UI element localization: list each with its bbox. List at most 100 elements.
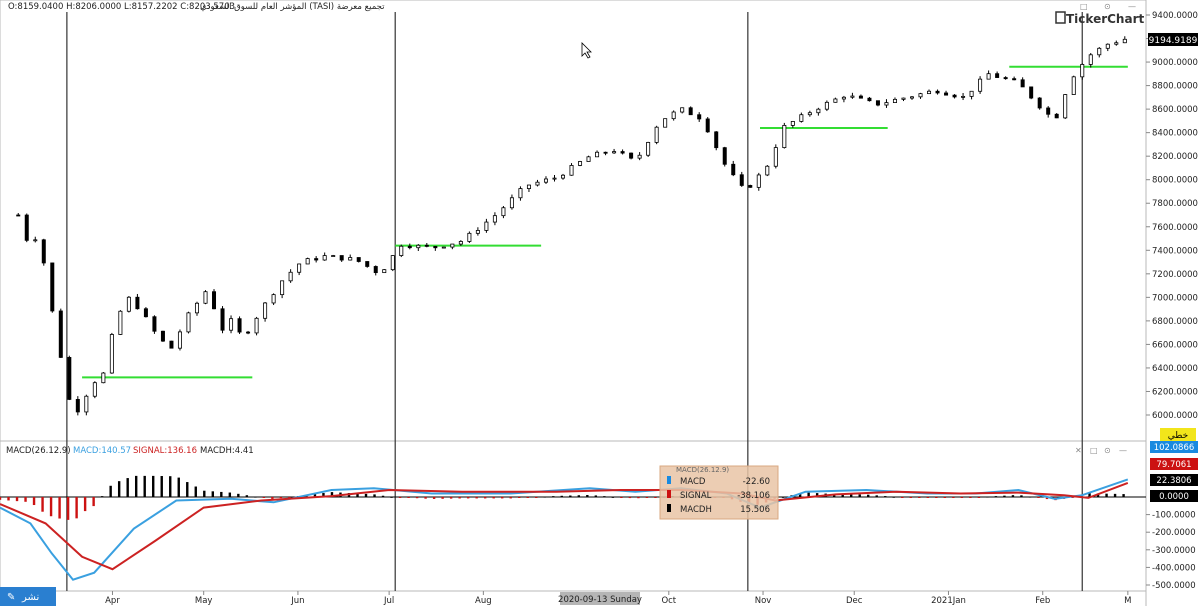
candle-body: [356, 257, 361, 262]
candle-body: [1046, 107, 1051, 115]
price-panel[interactable]: [0, 0, 1147, 442]
candle-body: [288, 271, 293, 282]
candle-body: [339, 255, 344, 261]
x-tick-label: Aug: [475, 596, 492, 606]
candle-body: [246, 331, 251, 334]
x-tick-label: Feb: [1035, 596, 1050, 606]
macd-histogram-bar: [492, 497, 495, 499]
minimize-icon[interactable]: —: [1128, 2, 1136, 11]
macd-histogram-bar: [850, 494, 853, 497]
macd-histogram-bar: [1071, 497, 1074, 498]
candle-body: [790, 121, 795, 126]
linear-scale-badge[interactable]: [1160, 428, 1196, 441]
candle-body: [858, 95, 863, 99]
macd-histogram-bar: [1028, 496, 1032, 498]
macd-histogram-bar: [373, 494, 376, 497]
candle-body: [654, 126, 659, 143]
x-tick-label: 2021Jan: [931, 596, 966, 606]
candle-body: [978, 78, 983, 92]
macd-histogram-bar: [918, 497, 921, 498]
macd-histogram-bar: [926, 497, 930, 498]
macd-histogram-bar: [1011, 495, 1015, 497]
macd-histogram-bar: [432, 497, 436, 499]
macd-histogram-bar: [211, 491, 214, 497]
candle-body: [722, 147, 727, 165]
candle-body: [543, 178, 548, 183]
x-tick-label: Nov: [755, 596, 772, 606]
share-button-bg[interactable]: [0, 587, 56, 606]
macd-histogram-bar: [569, 495, 572, 497]
candle-body: [850, 95, 855, 98]
price-tick-label: 7600.0000: [1152, 223, 1198, 233]
macd-histogram-bar: [117, 481, 121, 497]
candle-body: [1020, 79, 1025, 88]
macd-histogram-bar: [901, 497, 904, 498]
macd-histogram-bar: [279, 497, 283, 499]
tooltip-macdh-label: MACDH: [680, 505, 712, 515]
macd-histogram-bar: [152, 475, 155, 497]
macd-histogram-bar: [543, 496, 546, 498]
maximize-icon[interactable]: □: [1080, 2, 1088, 11]
candle-body: [1097, 47, 1102, 56]
price-tick-label: 6400.0000: [1152, 364, 1198, 374]
macd-histogram-bar: [0, 497, 2, 500]
macd-histogram-bar: [194, 486, 197, 497]
brand-icon: [1055, 11, 1066, 24]
macd-histogram-bar: [83, 497, 87, 512]
candle-body: [348, 257, 353, 261]
macd-histogram-bar: [535, 497, 538, 498]
macd-histogram-bar: [645, 497, 649, 498]
candle-body: [305, 258, 310, 265]
candle-body: [995, 73, 1000, 78]
candle-body: [535, 181, 540, 186]
macd-histogram-bar: [483, 497, 487, 499]
macd-histogram-bar: [867, 494, 870, 497]
candle-body: [799, 114, 804, 122]
candle-body: [118, 310, 123, 335]
minimize-icon[interactable]: —: [1119, 446, 1127, 455]
macd-histogram-bar: [49, 497, 53, 517]
maximize-icon[interactable]: □: [1090, 446, 1098, 455]
candle-body: [16, 214, 21, 217]
candle-body: [884, 102, 889, 106]
price-tick-label: 6200.0000: [1152, 387, 1198, 397]
macd-histogram-bar: [220, 491, 223, 497]
macd-histogram-bar: [126, 478, 129, 497]
macd-histogram-bar: [977, 497, 981, 498]
zero-tag-bg: [1150, 490, 1198, 502]
candle-body: [944, 92, 949, 96]
candle-body: [824, 101, 829, 110]
candle-body: [637, 154, 642, 159]
macd-histogram-bar: [935, 497, 938, 498]
macd-histogram-bar: [611, 496, 615, 498]
macd-histogram-bar: [807, 492, 810, 497]
candle-body: [1080, 64, 1085, 78]
macd-histogram-bar: [169, 476, 172, 497]
tooltip-macd-label: MACD: [680, 477, 706, 487]
x-tick-label: M: [1124, 596, 1131, 606]
macd-tick-label: -200.0000: [1152, 528, 1196, 538]
candle-body: [739, 174, 744, 186]
candle-body: [41, 239, 46, 264]
share-button[interactable]: ✎ نشر: [0, 587, 56, 606]
candle-body: [126, 296, 131, 312]
last-price-tag-bg: [1148, 33, 1198, 46]
candle-body: [450, 243, 455, 248]
macd-histogram-bar: [66, 497, 70, 520]
macd-panel-controls[interactable]: ✕ □ ⊙ —: [1075, 446, 1127, 455]
price-panel-controls[interactable]: □ ⊙ —: [1080, 2, 1136, 11]
close-icon[interactable]: ✕: [1075, 446, 1082, 455]
candle-body: [731, 163, 736, 176]
restore-icon[interactable]: ⊙: [1104, 2, 1111, 11]
price-tick-label: 8000.0000: [1152, 176, 1198, 186]
candle-body: [58, 310, 63, 358]
restore-icon[interactable]: ⊙: [1104, 446, 1111, 455]
candle-body: [407, 245, 412, 249]
macd-histogram-bar: [186, 482, 189, 497]
candle-body: [969, 90, 974, 97]
brand-logo: TickerChart: [1055, 11, 1144, 26]
candle-body: [322, 255, 327, 261]
candle-body: [280, 280, 285, 296]
macd-panel[interactable]: [0, 440, 1147, 592]
